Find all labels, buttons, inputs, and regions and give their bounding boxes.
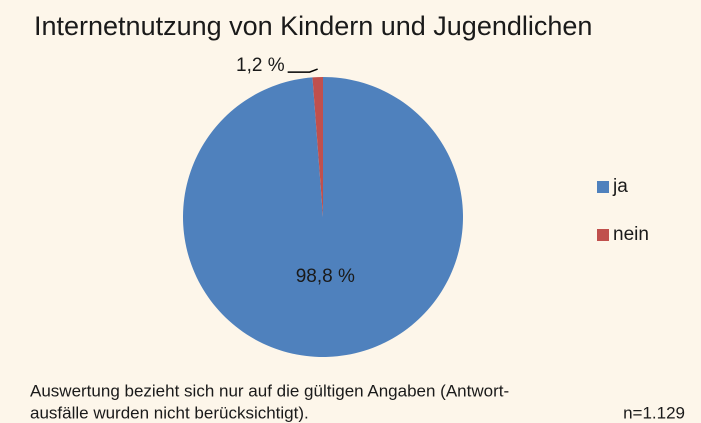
legend-label: ja <box>612 176 628 197</box>
pie-slice <box>312 77 323 217</box>
data-label: 1,2 % <box>236 55 285 76</box>
chart-title: Internetnutzung von Kindern und Jugendli… <box>34 11 592 41</box>
note: Auswertung bezieht sich nur auf die gült… <box>30 381 509 400</box>
legend-swatch <box>597 229 609 241</box>
data-label: 98,8 % <box>296 266 355 287</box>
note: n=1.129 <box>623 403 685 422</box>
legend-swatch <box>597 181 609 193</box>
leader-line <box>287 68 318 73</box>
legend-label: nein <box>613 224 649 245</box>
pie-slice <box>182 77 463 357</box>
note: ausfälle wurden nicht berücksichtigt). <box>30 403 309 422</box>
